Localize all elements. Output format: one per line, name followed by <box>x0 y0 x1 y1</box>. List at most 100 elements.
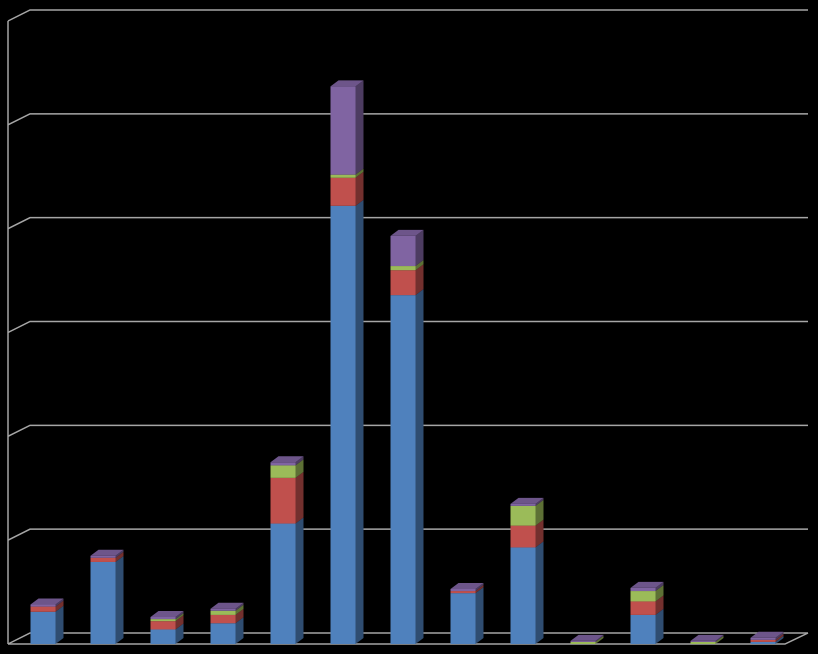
bar-segment <box>330 86 356 175</box>
bar-top <box>30 598 64 605</box>
bar-segment <box>750 639 776 642</box>
bar-segment <box>630 587 656 592</box>
bar-segment <box>270 465 296 478</box>
bar-side <box>475 587 484 644</box>
bar-segment <box>30 604 56 607</box>
bar-segment <box>510 505 536 526</box>
bar-segment <box>270 462 296 466</box>
bar-side <box>295 517 304 644</box>
bar-segment <box>150 617 176 620</box>
bar-side <box>115 555 124 644</box>
bar-side <box>775 631 784 640</box>
bar-side <box>655 608 664 644</box>
bar-segment <box>210 608 236 611</box>
bar-top <box>270 456 304 463</box>
bar-segment <box>690 641 716 644</box>
bar-segment <box>750 637 776 640</box>
bar-segment <box>390 235 416 267</box>
bar-segment <box>390 266 416 271</box>
bar-segment <box>450 591 476 594</box>
bar-side <box>535 499 544 526</box>
bar-segment <box>30 611 56 644</box>
grid-line <box>7 528 808 541</box>
bar-side <box>175 615 184 630</box>
bar-side <box>775 635 784 644</box>
bar-segment <box>510 525 536 548</box>
bar-side <box>475 585 484 594</box>
bar-side <box>55 598 64 607</box>
bar-side <box>235 617 244 644</box>
bar-top <box>390 229 424 236</box>
bar-segment <box>570 640 596 642</box>
bar-segment <box>750 641 776 644</box>
bar-side <box>715 634 724 642</box>
bar-segment <box>330 174 356 178</box>
bar-top <box>150 611 184 618</box>
bar-side <box>415 260 424 271</box>
grid-line <box>7 9 808 22</box>
bar-segment <box>690 640 716 642</box>
bar-side <box>115 551 124 562</box>
bar-segment <box>150 621 176 630</box>
bar-segment <box>90 561 116 644</box>
bar-side <box>175 623 184 644</box>
bar-side <box>55 605 64 644</box>
bar-side <box>415 229 424 267</box>
bar-segment <box>30 606 56 612</box>
bar-segment <box>270 477 296 524</box>
grid-line <box>7 320 808 334</box>
bar-segment <box>330 205 356 644</box>
bar-side <box>175 613 184 622</box>
bar-side <box>355 199 364 644</box>
bar-side <box>355 80 364 175</box>
bar-side <box>535 519 544 548</box>
bar-top <box>90 549 124 556</box>
bar-side <box>475 582 484 592</box>
bar-segment <box>150 629 176 644</box>
bar-side <box>415 289 424 644</box>
grid-line <box>7 113 808 126</box>
bar-segment <box>330 177 356 206</box>
bar-segment <box>630 601 656 615</box>
grid-line <box>7 216 808 230</box>
bar-side <box>595 634 604 642</box>
bar-top <box>510 497 544 504</box>
bar-segment <box>210 614 236 624</box>
grid-line <box>7 424 808 438</box>
bar-segment <box>510 503 536 506</box>
bar-side <box>535 541 544 644</box>
bar-segment <box>210 623 236 644</box>
bar-side <box>295 456 304 466</box>
bar-side <box>175 611 184 620</box>
bar-segment <box>630 591 656 602</box>
bar-top <box>450 582 484 589</box>
bar-side <box>295 471 304 524</box>
bar-side <box>655 585 664 602</box>
bar-segment <box>450 588 476 592</box>
bar-segment <box>630 614 656 644</box>
bar-segment <box>390 295 416 644</box>
bar-side <box>55 600 64 612</box>
floor-edge <box>8 632 809 645</box>
bar-side <box>295 459 304 478</box>
bar-top <box>750 631 784 638</box>
bar-side <box>775 633 784 642</box>
bar-segment <box>270 523 296 644</box>
bar-top <box>630 581 664 588</box>
bar-side <box>535 497 544 506</box>
grid-line <box>7 632 808 645</box>
bar-side <box>115 549 124 558</box>
bar-side <box>415 264 424 296</box>
bar-side <box>235 604 244 615</box>
bar-side <box>655 581 664 592</box>
bar-top <box>570 634 604 641</box>
bar-segment <box>90 555 116 558</box>
bar-side <box>355 168 364 178</box>
bar-segment <box>90 557 116 562</box>
bar-top <box>330 80 364 87</box>
bar-side <box>235 602 244 611</box>
bar-side <box>355 171 364 206</box>
bar-segment <box>450 593 476 644</box>
bar-top <box>690 634 724 641</box>
